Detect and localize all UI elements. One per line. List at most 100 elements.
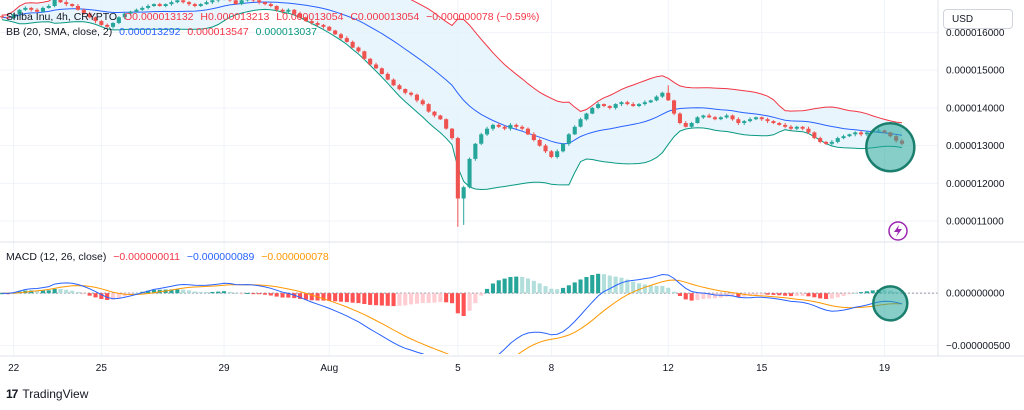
macd-histogram-bar <box>590 275 595 294</box>
macd-histogram-bar <box>198 291 203 294</box>
candle <box>35 8 40 13</box>
candle <box>666 85 671 101</box>
candle <box>157 2 162 7</box>
candle <box>111 22 116 29</box>
candle <box>473 143 478 161</box>
candle <box>187 0 192 6</box>
macd-histogram-bar <box>800 293 805 296</box>
macd-histogram-bar <box>403 293 408 306</box>
candle <box>566 133 571 146</box>
macd-legend[interactable]: MACD (12, 26, close) −0.000000011 −0.000… <box>6 251 333 264</box>
time-tick-label: 29 <box>219 363 231 374</box>
macd-histogram-bar <box>414 293 419 304</box>
candle <box>379 67 384 75</box>
macd-histogram-bar <box>374 293 379 306</box>
time-tick-label: 5 <box>455 363 461 374</box>
candle <box>251 0 256 3</box>
macd-histogram-bar <box>485 288 490 294</box>
footer-brand[interactable]: 17 TradingView <box>6 387 88 401</box>
price-pane[interactable] <box>0 0 938 356</box>
bb-legend[interactable]: BB (20, SMA, close, 2) 0.000013292 0.000… <box>6 26 321 39</box>
candle <box>707 113 712 118</box>
macd-histogram-bar <box>701 293 706 299</box>
macd-histogram-bar <box>362 293 367 304</box>
candle <box>245 0 250 2</box>
macd-histogram-bar <box>262 293 267 295</box>
currency-selector[interactable]: USD <box>943 9 1013 29</box>
bb-title[interactable]: BB (20, SMA, close, 2) <box>6 26 113 38</box>
candle <box>800 126 805 131</box>
candle <box>759 116 764 121</box>
macd-histogram-bar <box>596 273 601 294</box>
macd-histogram-bar <box>753 293 758 295</box>
candle <box>169 0 174 6</box>
price-axis[interactable]: 0.000016000 0.000015000 0.000014000 0.00001… <box>946 28 1005 228</box>
candle <box>642 100 647 106</box>
candle <box>192 2 197 8</box>
macd-histogram-bar <box>187 290 192 294</box>
macd-histogram-bar <box>350 293 355 303</box>
time-tick-label: 15 <box>756 363 768 374</box>
candle <box>835 136 840 144</box>
candle <box>17 9 22 17</box>
macd-histogram-bar <box>841 293 846 296</box>
macd-histogram-bar <box>695 293 700 300</box>
macd-histogram-bar <box>642 284 647 294</box>
time-axis[interactable]: 22 25 29 Aug 5 8 12 15 19 <box>8 363 890 374</box>
candle <box>432 110 437 118</box>
macd-histogram-bar <box>473 293 478 304</box>
macd-histogram-bar <box>689 293 694 301</box>
macd-histogram-bar <box>233 293 238 294</box>
highlight-circle-macd <box>872 285 909 322</box>
macd-histogram-bar <box>566 285 571 294</box>
macd-histogram-bar <box>116 293 121 299</box>
candle <box>572 125 577 136</box>
macd-line <box>1 273 903 354</box>
candle <box>525 127 530 136</box>
candle <box>286 8 291 13</box>
flash-icon[interactable] <box>888 221 908 241</box>
candle <box>549 149 554 159</box>
candle <box>607 105 612 110</box>
candle <box>724 113 729 119</box>
macd-histogram-bar <box>245 293 250 294</box>
candle <box>75 3 80 11</box>
symbol-legend[interactable]: Shiba Inu, 4h, CRYPTO O0.000013132 H0.00… <box>6 11 543 24</box>
candle <box>601 103 606 108</box>
candle <box>216 0 221 3</box>
candle <box>350 40 355 49</box>
macd-histogram-bar <box>818 293 823 299</box>
macd-histogram-bar <box>151 289 156 294</box>
candle <box>397 83 402 91</box>
macd-histogram-bar <box>572 282 577 294</box>
macd-pane[interactable] <box>0 273 938 390</box>
symbol-title[interactable]: Shiba Inu, 4h, CRYPTO <box>6 11 118 23</box>
candle <box>490 123 495 131</box>
candle <box>561 143 566 153</box>
macd-histogram-bar <box>654 285 659 294</box>
macd-histogram-bar <box>426 293 431 303</box>
candle <box>280 8 285 14</box>
macd-histogram-bar <box>58 289 63 294</box>
candle <box>64 0 69 7</box>
time-tick-label: 19 <box>879 363 891 374</box>
macd-histogram-bar <box>64 289 69 294</box>
time-tick-label: 25 <box>96 363 108 374</box>
macd-histogram-bar <box>683 293 688 300</box>
macd-histogram-bar <box>397 293 402 306</box>
candle <box>257 0 262 5</box>
brand-name: TradingView <box>22 387 89 401</box>
macd-tick-label: 0.000000000 <box>946 289 1005 300</box>
candle <box>5 16 10 20</box>
macd-axis[interactable]: 0.000000000 −0.000000500 <box>946 289 1011 352</box>
candle <box>315 21 320 27</box>
macd-histogram-bar <box>864 291 869 294</box>
candle <box>619 101 624 107</box>
macd-histogram-bar <box>490 283 495 294</box>
macd-title[interactable]: MACD (12, 26, close) <box>6 251 107 263</box>
macd-signal-line <box>2 279 903 354</box>
macd-histogram-bar <box>514 276 519 294</box>
candle <box>479 132 484 146</box>
candle <box>718 116 723 121</box>
